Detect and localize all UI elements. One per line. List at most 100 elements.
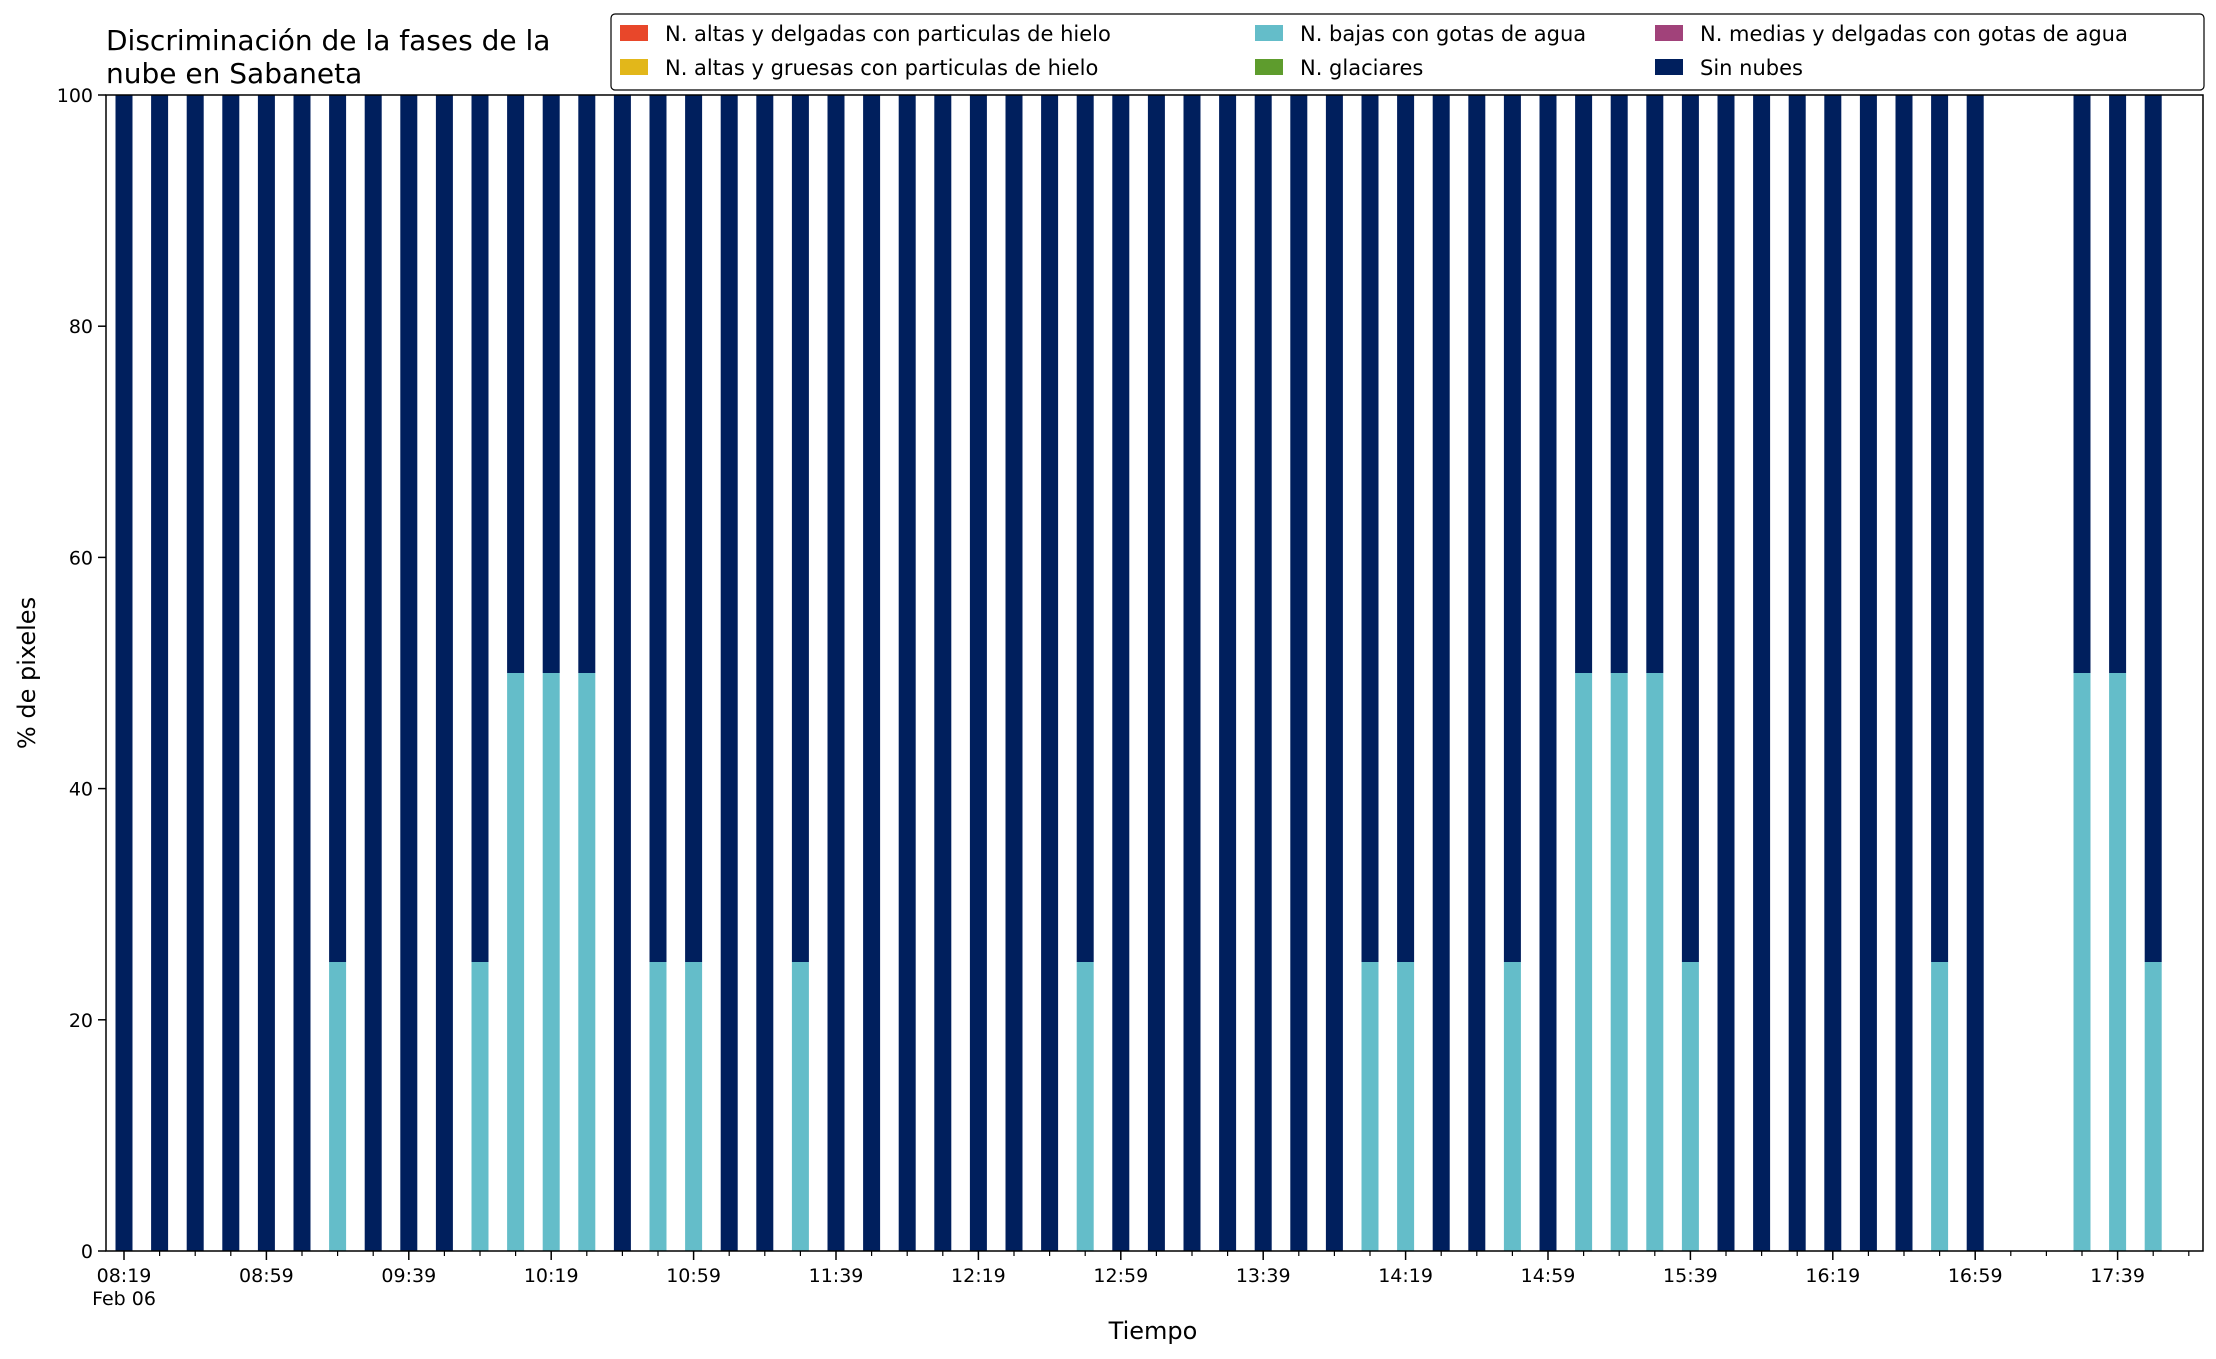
bar-segment xyxy=(1503,95,1521,962)
bar-segment xyxy=(1895,95,1913,1251)
x-tick-label: 12:59 xyxy=(1093,1265,1148,1287)
bar-segment xyxy=(720,95,738,1251)
y-axis: 0 20 40 60 80 100 xyxy=(57,85,106,1263)
chart-title-line-2: nube en Sabaneta xyxy=(106,57,362,90)
x-tick-label: 16:19 xyxy=(1805,1265,1860,1287)
bar-segment xyxy=(1753,95,1771,1251)
bar-segment xyxy=(1646,95,1664,673)
bar-segment xyxy=(2109,95,2127,673)
bar-segment xyxy=(1076,95,1094,962)
legend-swatch xyxy=(1655,25,1683,41)
y-tick-label: 60 xyxy=(69,547,93,569)
x-tick-label: 17:39 xyxy=(2090,1265,2145,1287)
legend-label: N. medias y delgadas con gotas de agua xyxy=(1700,22,2128,46)
bar-segment xyxy=(1468,95,1486,1251)
y-tick-label: 80 xyxy=(69,316,93,338)
bar-segment xyxy=(898,95,916,1251)
bar-segment xyxy=(1859,95,1877,1251)
bar-segment xyxy=(1076,962,1094,1251)
x-tick-label: 14:19 xyxy=(1378,1265,1433,1287)
legend-swatch xyxy=(620,25,648,41)
bar-segment xyxy=(578,95,596,673)
bar-segment xyxy=(1325,95,1343,1251)
bar-segment xyxy=(1824,95,1842,1251)
chart-title-line-1: Discriminación de la fases de la xyxy=(106,24,550,57)
bar-segment xyxy=(791,95,809,962)
legend-swatch xyxy=(620,59,648,75)
x-tick-label: 11:39 xyxy=(809,1265,864,1287)
bar-segment xyxy=(756,95,774,1251)
bar-segment xyxy=(1361,95,1379,962)
x-tick-label: 08:59 xyxy=(239,1265,294,1287)
bar-segment xyxy=(1788,95,1806,1251)
bar-segment xyxy=(1290,95,1308,1251)
bar-segment xyxy=(2073,673,2091,1251)
legend-swatch xyxy=(1655,59,1683,75)
bar-segment xyxy=(329,962,347,1251)
bar-segment xyxy=(435,95,453,1251)
bar-segment xyxy=(1966,95,1984,1251)
bar-segment xyxy=(222,95,240,1251)
bar-segment xyxy=(471,95,489,962)
bar-segment xyxy=(1717,95,1735,1251)
bar-segment xyxy=(329,95,347,962)
x-axis-date-label: Feb 06 xyxy=(92,1288,156,1310)
bar-segment xyxy=(186,95,204,1251)
legend-label: N. glaciares xyxy=(1300,56,1423,80)
legend: N. altas y delgadas con particulas de hi… xyxy=(610,13,2205,91)
bar-segment xyxy=(1183,95,1201,1251)
bar-segment xyxy=(2109,673,2127,1251)
bar-segment xyxy=(1005,95,1023,1251)
legend-label: Sin nubes xyxy=(1700,56,1803,80)
bar-segment xyxy=(2144,95,2162,962)
bar-segment xyxy=(507,95,525,673)
bars-layer xyxy=(115,95,2162,1251)
bar-segment xyxy=(1539,95,1557,1251)
bar-segment xyxy=(685,95,703,962)
x-tick-label: 16:59 xyxy=(1948,1265,2003,1287)
bar-segment xyxy=(1503,962,1521,1251)
bar-segment xyxy=(400,95,418,1251)
bar-segment xyxy=(1254,95,1272,1251)
x-tick-label: 12:19 xyxy=(951,1265,1006,1287)
legend-label: N. altas y delgadas con particulas de hi… xyxy=(665,22,1111,46)
bar-segment xyxy=(1147,95,1165,1251)
bar-segment xyxy=(507,673,525,1251)
legend-label: N. bajas con gotas de agua xyxy=(1300,22,1586,46)
bar-segment xyxy=(1041,95,1059,1251)
bar-segment xyxy=(471,962,489,1251)
x-tick-label: 15:39 xyxy=(1663,1265,1718,1287)
bar-segment xyxy=(115,95,133,1251)
bar-segment xyxy=(934,95,952,1251)
bar-segment xyxy=(257,95,275,1251)
x-tick-label: 09:39 xyxy=(381,1265,436,1287)
legend-items: N. altas y delgadas con particulas de hi… xyxy=(620,22,2128,80)
bar-segment xyxy=(685,962,703,1251)
bar-segment xyxy=(613,95,631,1251)
legend-label: N. altas y gruesas con particulas de hie… xyxy=(665,56,1098,80)
x-tick-label: 10:59 xyxy=(666,1265,721,1287)
bar-segment xyxy=(1681,95,1699,962)
bar-segment xyxy=(542,95,560,673)
legend-swatch xyxy=(1255,25,1283,41)
bar-segment xyxy=(791,962,809,1251)
bar-segment xyxy=(1931,962,1949,1251)
bar-segment xyxy=(2073,95,2091,673)
bar-segment xyxy=(293,95,311,1251)
y-tick-label: 0 xyxy=(81,1241,93,1263)
bar-segment xyxy=(1575,95,1593,673)
x-tick-label: 10:19 xyxy=(524,1265,579,1287)
bar-segment xyxy=(364,95,382,1251)
y-tick-label: 40 xyxy=(69,779,93,801)
x-axis: 08:19 08:59 09:39 10:19 10:59 11:39 12:19 12:59… xyxy=(97,1251,2190,1287)
bar-segment xyxy=(578,673,596,1251)
bar-segment xyxy=(1361,962,1379,1251)
bar-segment xyxy=(1219,95,1237,1251)
legend-swatch xyxy=(1255,59,1283,75)
bar-segment xyxy=(1610,95,1628,673)
x-tick-label: 13:39 xyxy=(1236,1265,1291,1287)
bar-segment xyxy=(1681,962,1699,1251)
bar-segment xyxy=(863,95,881,1251)
